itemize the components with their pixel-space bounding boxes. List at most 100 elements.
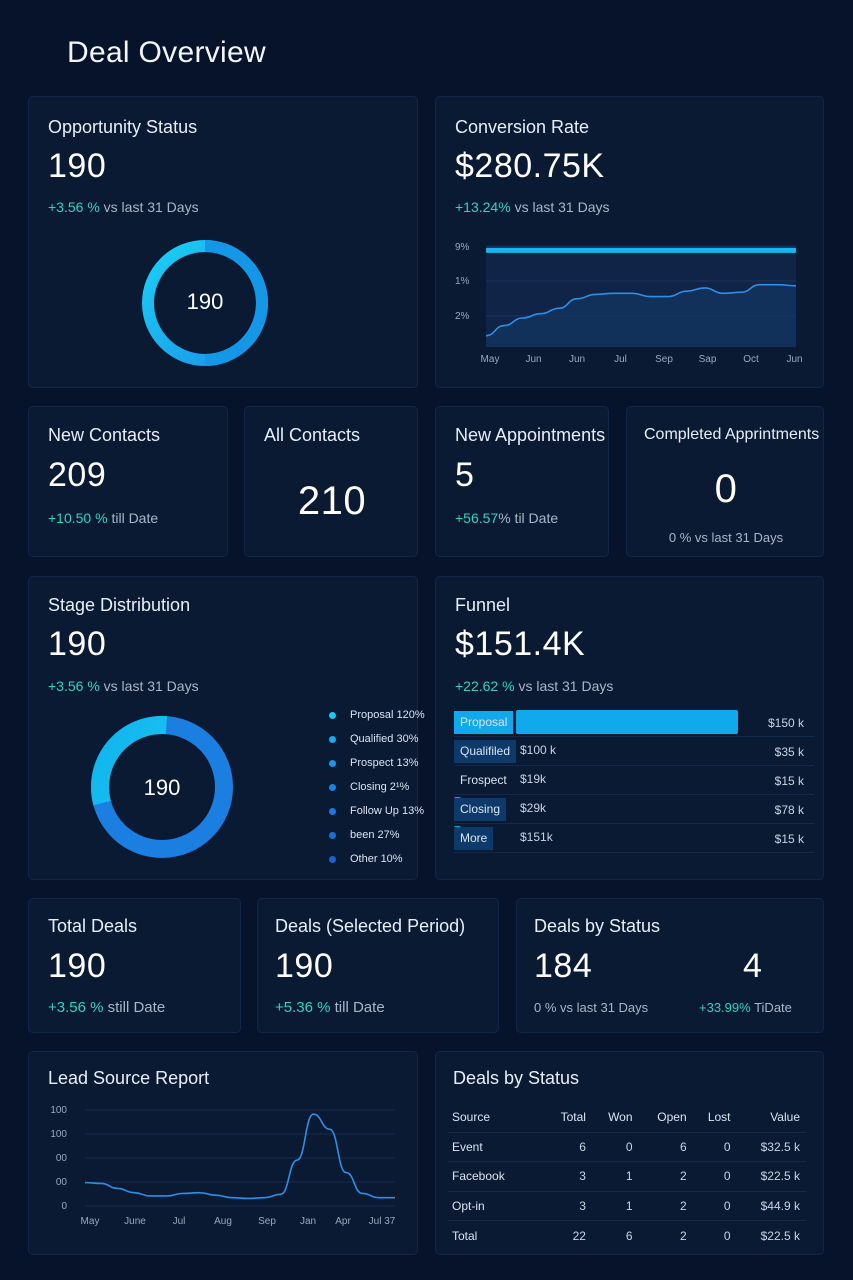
table-cell: Total bbox=[448, 1220, 544, 1250]
area-fill bbox=[486, 284, 796, 347]
legend-item: Proposal 120% bbox=[329, 703, 425, 727]
legend-label: Closing 2¹% bbox=[350, 781, 410, 793]
y-tick-label: 9% bbox=[455, 242, 470, 253]
new-appointments-card[interactable]: New Appointments 5 +56.57% til Date bbox=[435, 406, 609, 557]
y-tick-label: 100 bbox=[50, 1105, 67, 1116]
funnel-stage-label: Closing bbox=[454, 798, 507, 821]
table-cell: $22.5 k bbox=[736, 1161, 806, 1191]
x-tick-label: Jul bbox=[173, 1216, 186, 1227]
funnel-value: $78 k bbox=[774, 803, 804, 817]
card-title: Funnel bbox=[455, 595, 511, 615]
table-cell: 6 bbox=[638, 1131, 693, 1162]
card-title: All Contacts bbox=[264, 425, 361, 445]
table-cell: Opt-in bbox=[448, 1190, 544, 1221]
kpi-change: +5.36 % till Date bbox=[275, 999, 385, 1016]
opportunity-status-card[interactable]: Opportunity Status 190 +3.56 % vs last 3… bbox=[28, 96, 418, 388]
funnel-row[interactable]: Proposal $150 k bbox=[454, 708, 814, 737]
table-row[interactable]: Event 6 0 6 0 $32.5 k bbox=[448, 1131, 806, 1162]
change-suffix: still Date bbox=[107, 999, 166, 1016]
completed-appointments-card[interactable]: Completed Apprintments 0 0 % vs last 31 … bbox=[626, 406, 824, 557]
column-header[interactable]: Lost bbox=[707, 1109, 731, 1124]
ring-center-label: 190 bbox=[186, 289, 224, 314]
table-cell: $44.9 k bbox=[736, 1190, 806, 1221]
y-tick-label: 100 bbox=[50, 1129, 67, 1140]
card-title: New Appointments bbox=[455, 425, 606, 445]
change-suffix: TiDate bbox=[754, 1000, 792, 1015]
legend-item: Qualified 30% bbox=[329, 727, 425, 751]
total-deals-card[interactable]: Total Deals 190 +3.56 % still Date bbox=[28, 898, 241, 1033]
target-line bbox=[486, 247, 796, 253]
funnel-value: $35 k bbox=[774, 745, 804, 759]
table-cell: 3 bbox=[543, 1190, 592, 1221]
deals-by-status-table-card[interactable]: Deals by Status Source Total Won Open Lo… bbox=[435, 1051, 824, 1255]
page-title: Deal Overview bbox=[67, 36, 266, 69]
funnel-card[interactable]: Funnel $151.4K +22.62 % vs last 31 Days … bbox=[435, 576, 824, 880]
column-header[interactable]: Value bbox=[770, 1109, 800, 1124]
conversion-line-chart: 9% 1% 2% May Jun Jun Jul Sep Sap Oct Jun bbox=[455, 242, 803, 365]
new-contacts-card[interactable]: New Contacts 209 +10.50 % till Date bbox=[28, 406, 228, 557]
legend-dot bbox=[329, 807, 336, 815]
funnel-mid-value: $19k bbox=[520, 772, 547, 786]
y-tick-label: 0 bbox=[61, 1201, 67, 1212]
card-title: Lead Source Report bbox=[48, 1068, 210, 1088]
kpi-change: +3.56 % vs last 31 Days bbox=[48, 678, 199, 694]
stage-distribution-card[interactable]: Stage Distribution 190 +3.56 % vs last 3… bbox=[28, 576, 425, 880]
deals-selected-period-card[interactable]: Deals (Selected Period) 190 +5.36 % till… bbox=[257, 898, 499, 1033]
legend-item: Prospect 13% bbox=[329, 751, 425, 775]
y-tick-label: 00 bbox=[56, 1177, 68, 1188]
table-cell: 3 bbox=[543, 1161, 592, 1191]
legend-dot bbox=[329, 735, 336, 743]
table-cell: 2 bbox=[638, 1190, 693, 1221]
funnel-mid-value: $29k bbox=[520, 801, 547, 815]
column-header[interactable]: Total bbox=[560, 1109, 586, 1124]
funnel-mid-value: $151k bbox=[520, 830, 553, 844]
change-suffix: % til Date bbox=[498, 510, 559, 526]
column-header[interactable]: Source bbox=[452, 1109, 491, 1124]
x-tick-label: Oct bbox=[743, 354, 759, 365]
table-cell: 2 bbox=[638, 1220, 693, 1250]
kpi-value-primary: 184 bbox=[534, 947, 593, 985]
kpi-change: +22.62 % vs last 31 Days bbox=[455, 678, 613, 694]
x-tick-label: June bbox=[124, 1216, 146, 1227]
column-header[interactable]: Won bbox=[608, 1109, 633, 1124]
legend-label: been 27% bbox=[350, 829, 400, 841]
table-cell: 0 bbox=[692, 1190, 737, 1221]
legend-item: Other 10% bbox=[329, 847, 425, 871]
kpi-value: 190 bbox=[48, 625, 107, 663]
table-row[interactable]: Facebook 3 1 2 0 $22.5 k bbox=[448, 1161, 806, 1191]
kpi-value: 210 bbox=[297, 479, 367, 523]
table-cell: Facebook bbox=[448, 1161, 544, 1191]
kpi-value: $151.4K bbox=[455, 625, 586, 663]
column-header[interactable]: Open bbox=[657, 1109, 687, 1124]
legend-item: Follow Up 13% bbox=[329, 799, 425, 823]
legend-label: Proposal 120% bbox=[350, 709, 425, 721]
table-row[interactable]: Opt-in 3 1 2 0 $44.9 k bbox=[448, 1190, 806, 1221]
legend-dot bbox=[329, 759, 336, 767]
x-tick-label: Sap bbox=[699, 354, 717, 365]
x-tick-label: Jan bbox=[300, 1216, 316, 1227]
series-line bbox=[485, 283, 797, 337]
funnel-bar bbox=[516, 710, 739, 734]
card-title: Opportunity Status bbox=[48, 117, 198, 137]
legend-dot bbox=[329, 711, 336, 719]
funnel-row[interactable]: Qualifiled $100 k $35 k bbox=[454, 737, 814, 766]
change-percent: +22.62 % bbox=[455, 678, 515, 694]
kpi-value: 190 bbox=[275, 947, 334, 985]
funnel-row[interactable]: More $151k $15 k bbox=[454, 824, 814, 853]
table-cell: 0 bbox=[591, 1131, 639, 1162]
lead-source-report-card[interactable]: Lead Source Report 100 100 00 00 0 May June Jul… bbox=[28, 1051, 418, 1255]
change-suffix: vs last 31 Days bbox=[103, 678, 199, 694]
x-tick-label: Sep bbox=[655, 354, 673, 365]
funnel-row[interactable]: Closing $29k $78 k bbox=[454, 795, 814, 824]
table-cell: 0 bbox=[692, 1220, 737, 1250]
conversion-rate-card[interactable]: Conversion Rate $280.75K +13.24% vs last… bbox=[435, 96, 824, 388]
deals-by-status-kpi-card[interactable]: Deals by Status 184 0 % vs last 31 Days … bbox=[516, 898, 824, 1033]
all-contacts-card[interactable]: All Contacts 210 bbox=[244, 406, 418, 557]
kpi-caption-primary: 0 % vs last 31 Days bbox=[534, 1000, 649, 1015]
funnel-row[interactable]: Frospect $19k $15 k bbox=[454, 766, 814, 795]
stage-ring-chart bbox=[90, 716, 233, 858]
ring-segment-accent bbox=[142, 240, 268, 366]
table-cell: 22 bbox=[543, 1220, 592, 1250]
table-row-total[interactable]: Total 22 6 2 0 $22.5 k bbox=[448, 1220, 806, 1250]
kpi-value: 190 bbox=[48, 147, 107, 185]
